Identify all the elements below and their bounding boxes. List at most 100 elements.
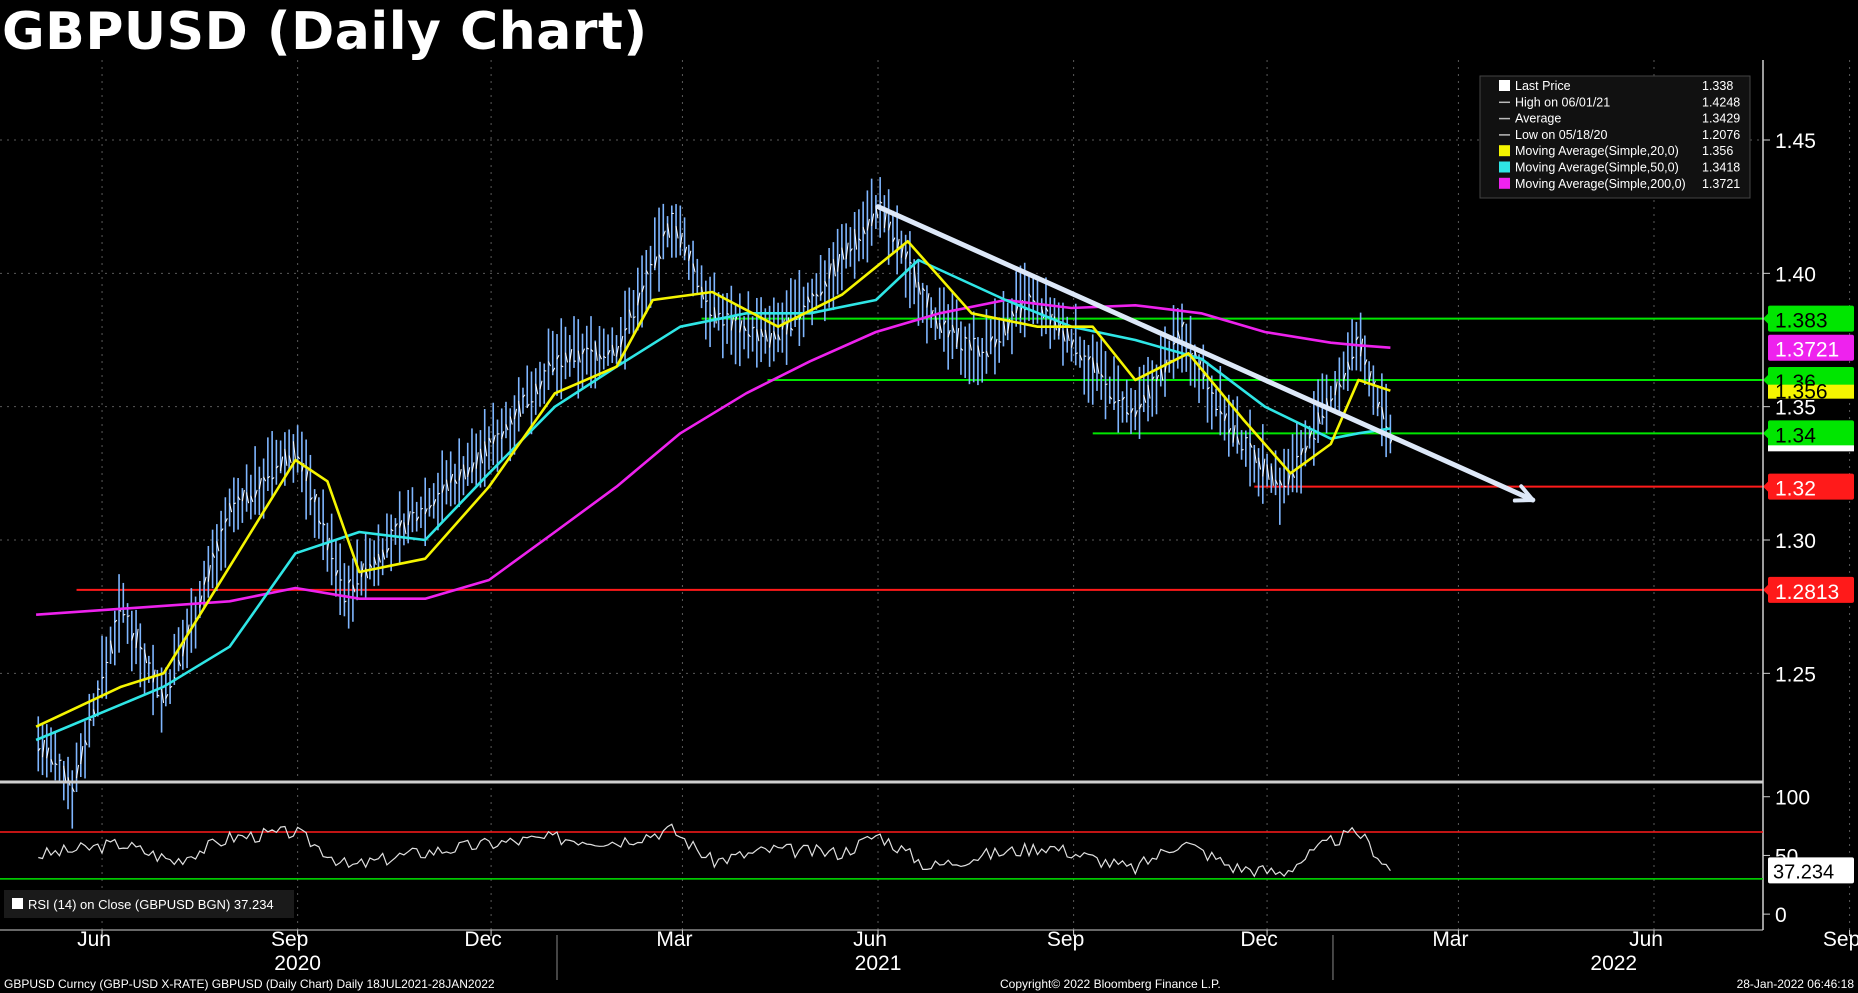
price-bar-close [288, 455, 292, 464]
rsi-legend-swatch-icon [12, 898, 23, 909]
price-bar-close [1100, 374, 1104, 378]
price-bar-close [1266, 464, 1270, 480]
price-bar-close [586, 347, 590, 350]
rsi-legend-label: RSI (14) on Close (GBPUSD BGN) 37.234 [28, 897, 274, 912]
price-tick-label: 1.25 [1775, 663, 1816, 686]
legend-item-label: Moving Average(Simple,50,0) [1515, 161, 1679, 175]
price-bar-close [1088, 356, 1091, 361]
price-bar-close [858, 238, 862, 242]
price-bar-close [110, 640, 114, 654]
price-bar-close [42, 740, 46, 758]
price-bar-close [37, 747, 41, 752]
year-label: 2020 [274, 952, 321, 975]
year-label: 2022 [1590, 952, 1637, 975]
price-bar-close [709, 314, 713, 317]
price-bar-close [441, 484, 445, 493]
moving-averages: 1.3721 1.356 [35, 240, 1854, 742]
price-bar-close [161, 687, 165, 703]
price-bar-close [1113, 401, 1117, 404]
rsi-value-box [1768, 857, 1854, 884]
price-bar-close [943, 320, 947, 325]
price-bar-close [165, 694, 169, 699]
price-bar-close [1219, 410, 1223, 415]
price-bar-close [752, 326, 755, 329]
price-bar-close [1207, 386, 1210, 390]
price-bar-close [1122, 396, 1125, 401]
price-bar-close [454, 479, 458, 484]
price-bar-close [535, 383, 539, 395]
ma20-label-box [1768, 384, 1854, 399]
level-label: 1.32 [1775, 478, 1816, 501]
price-bar-close [471, 462, 475, 473]
footer-left: GBPUSD Curncy (GBP-USD X-RATE) GBPUSD (D… [4, 977, 495, 991]
level-label: 1.2813 [1775, 581, 1839, 604]
price-bar-close [973, 337, 976, 340]
level-label-box [1768, 305, 1854, 332]
price-bar-close [275, 465, 279, 469]
price-bar-close [284, 448, 288, 466]
price-bar-close [241, 489, 245, 502]
price-bar-close [84, 739, 88, 746]
price-bar-close [1236, 436, 1240, 445]
price-bar-close [1139, 403, 1142, 410]
price-bar-close [934, 314, 938, 329]
price-bar-close [900, 244, 904, 258]
price-bar-close [386, 547, 390, 553]
price-bar-close [841, 247, 845, 260]
price-bar-close [607, 349, 611, 355]
price-bar-close [1283, 485, 1287, 488]
price-bar-close [633, 316, 636, 319]
price-bar-close [1334, 381, 1338, 396]
price-bar-close [1147, 384, 1151, 399]
price-bar-close [611, 344, 615, 356]
price-bar-close [80, 745, 84, 765]
price-bar-close [59, 759, 62, 762]
price-bar-close [399, 520, 403, 528]
price-bar-close [437, 492, 441, 495]
level-pointer [1763, 311, 1770, 326]
price-bar-close [509, 416, 513, 425]
price-bar-close [395, 523, 398, 528]
price-bar-close [467, 467, 471, 477]
price-bar-close [539, 380, 543, 390]
price-bar-close [250, 495, 254, 503]
price-bar-close [526, 403, 530, 408]
legend-background [1479, 75, 1751, 199]
price-bar-close [199, 595, 203, 608]
price-bar-close [50, 758, 54, 765]
price-bar-close [1028, 293, 1032, 298]
price-bar-close [1381, 406, 1385, 420]
price-bar-close [1011, 310, 1015, 317]
month-tick-label: Jun [77, 928, 111, 951]
legend-item-value: 1.3721 [1702, 177, 1740, 191]
price-bar-close [662, 230, 666, 237]
axes: 1.25 1.30 1.35 1.40 1.45 Jun Sep Dec Mar Jun Sep De… [0, 60, 1858, 980]
rsi-tick-label: 0 [1775, 904, 1787, 927]
price-bar-close [1002, 318, 1006, 336]
price-bar-close [803, 305, 806, 308]
price-bar-close [697, 285, 700, 288]
price-bar-close [917, 282, 921, 295]
price-bar-close [909, 261, 913, 264]
price-bar-close [369, 563, 373, 569]
price-bar-close [450, 473, 454, 483]
price-bar-close [1347, 361, 1351, 370]
price-bar-close [667, 223, 671, 238]
trendline-arrow-icon [1512, 484, 1535, 503]
price-bar-close [1262, 458, 1266, 477]
ma50-line [35, 258, 1391, 742]
price-bar-close [144, 649, 148, 664]
price-bar-close [939, 322, 943, 334]
level-label: 1.383 [1775, 310, 1828, 333]
footer: GBPUSD Curncy (GBP-USD X-RATE) GBPUSD (D… [4, 977, 1854, 991]
year-label: 2021 [855, 952, 902, 975]
price-bar-close [297, 456, 301, 460]
price-bar-close [718, 312, 721, 315]
price-bar-close [1151, 376, 1155, 380]
price-bar-close [207, 564, 211, 582]
price-bar-close [603, 355, 607, 359]
price-bar-close [1270, 466, 1274, 486]
price-bar-close [1300, 447, 1304, 456]
price-bar-close [522, 394, 526, 398]
price-bar-close [815, 293, 819, 297]
